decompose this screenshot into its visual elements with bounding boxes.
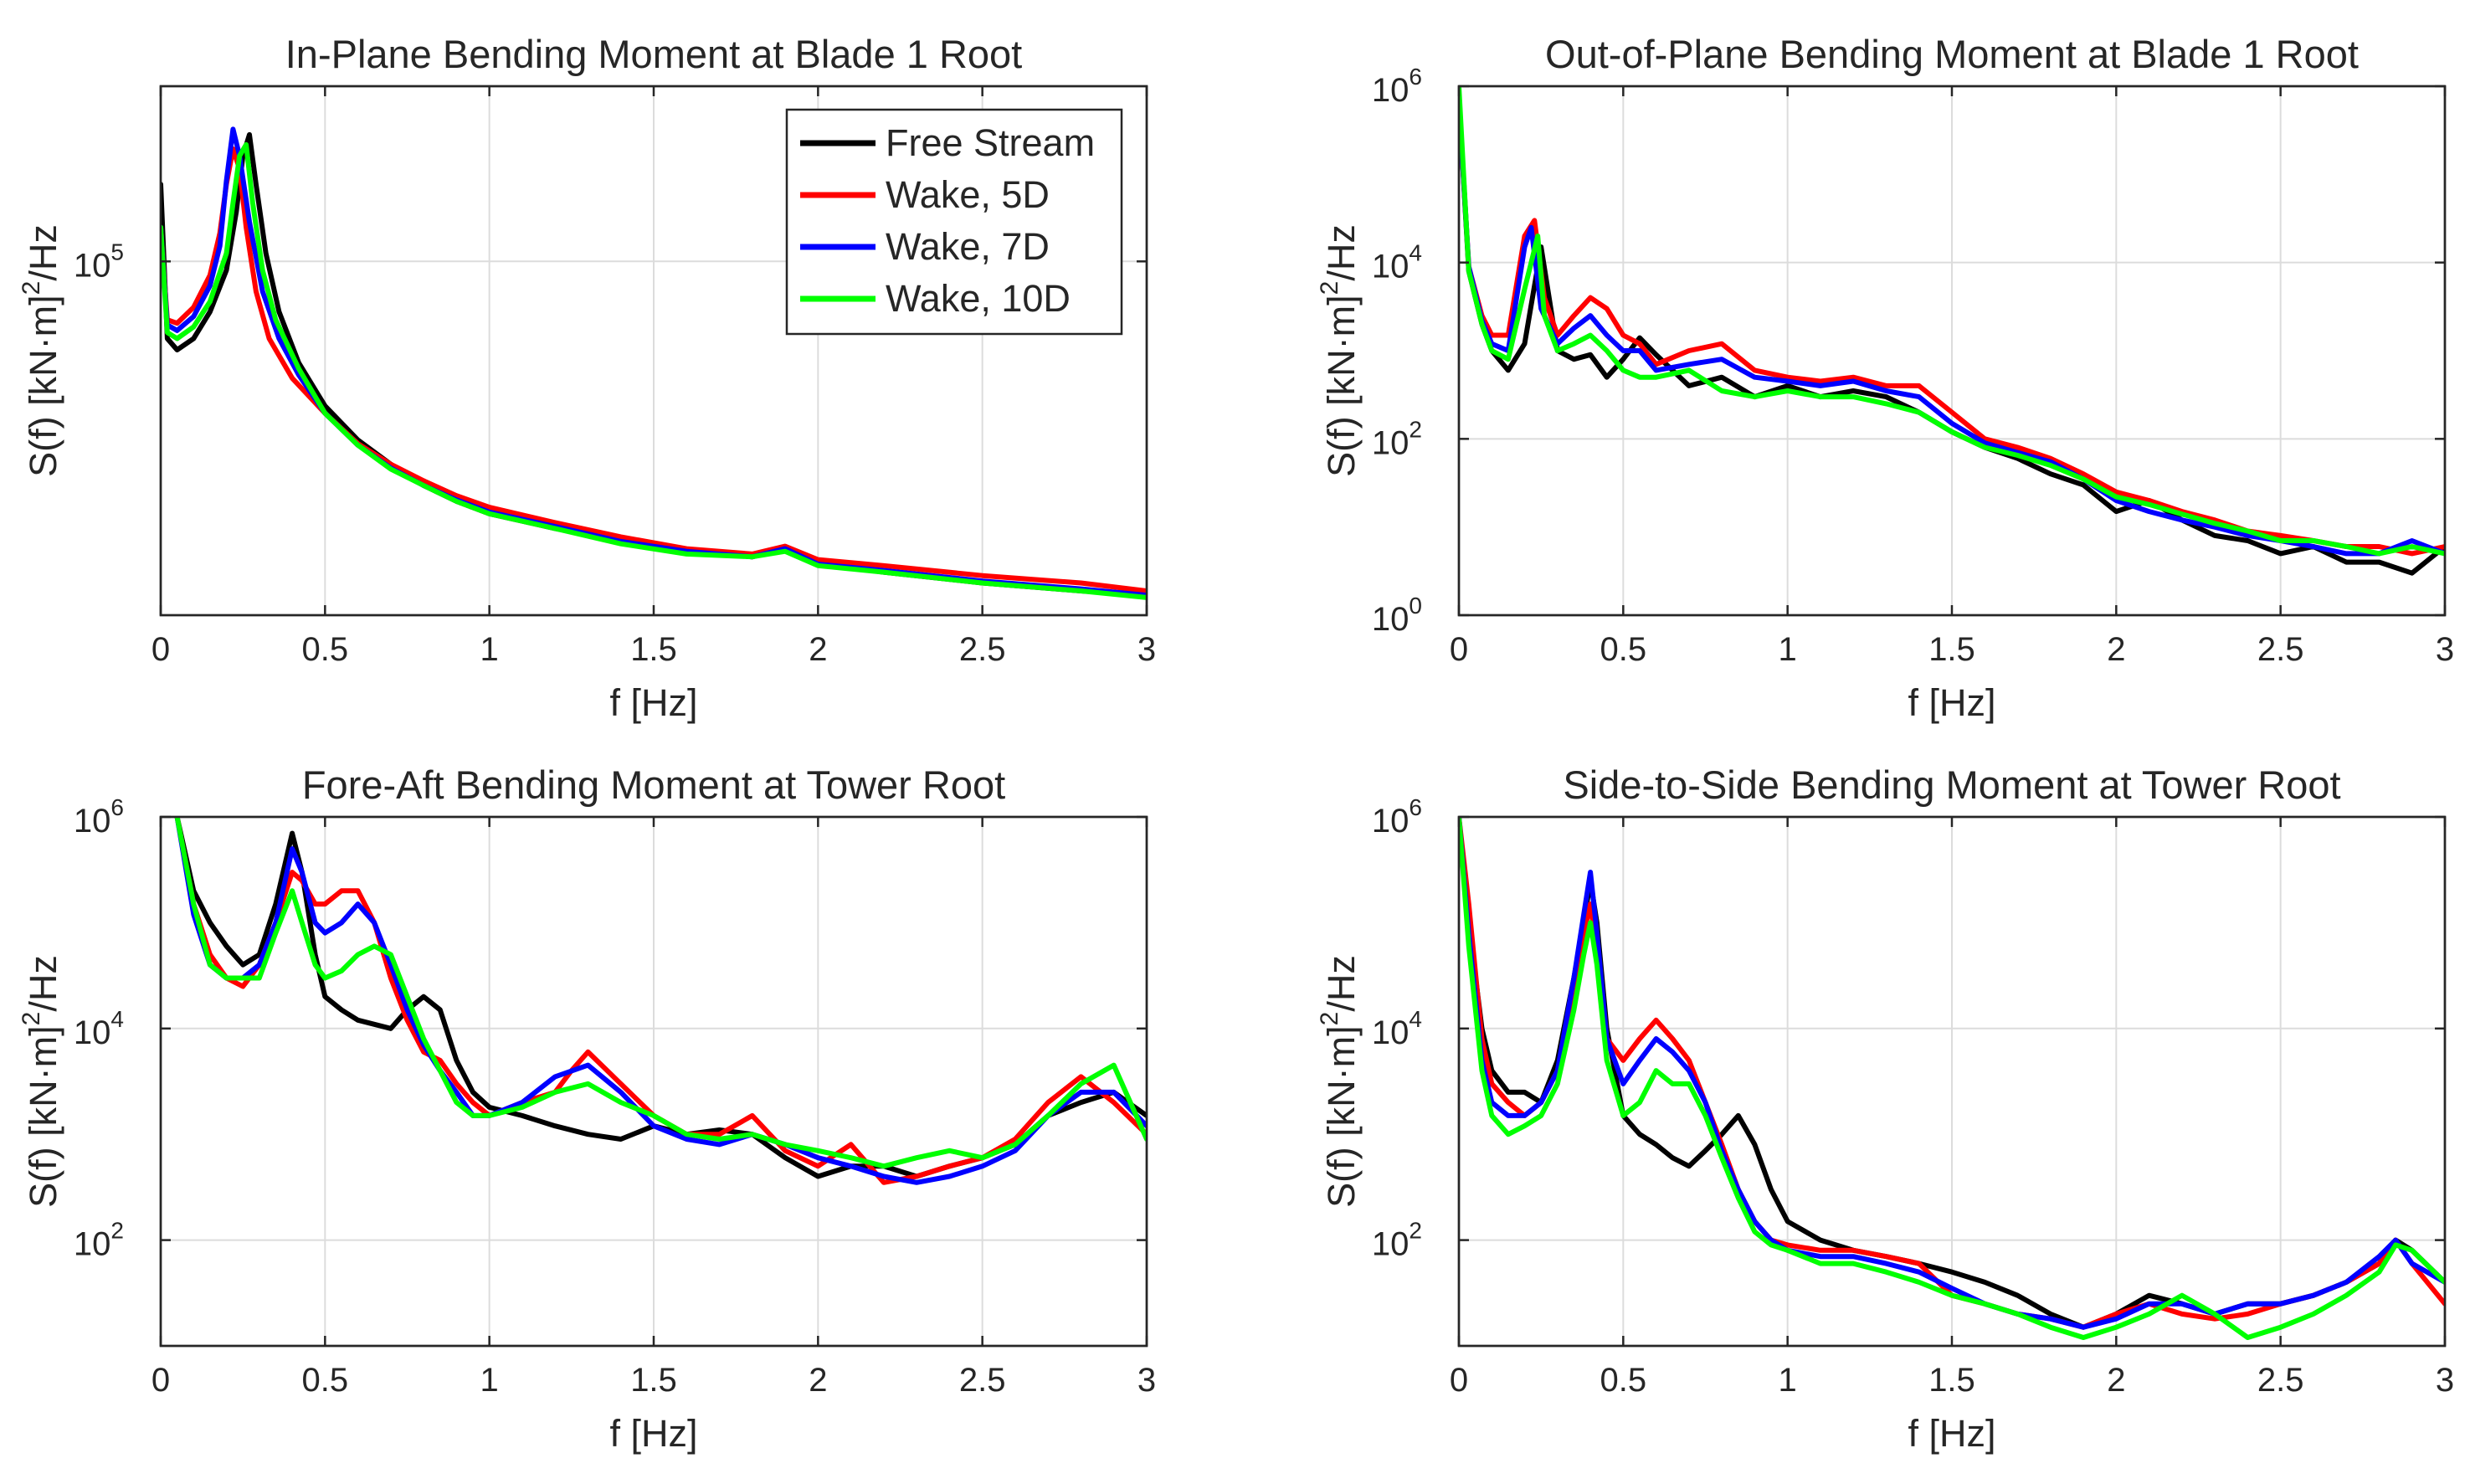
- y-tick-label: 102: [74, 1218, 124, 1263]
- series-line-wake-10d: [161, 141, 1147, 600]
- x-axis-label: f [Hz]: [1908, 1412, 1995, 1455]
- x-tick-label: 1.5: [1928, 631, 1975, 668]
- x-tick-label: 0: [151, 1362, 170, 1399]
- y-axis-label: S(f) [kN·m]2/Hz: [18, 224, 64, 477]
- x-tick-label: 2: [809, 631, 827, 668]
- legend-label-free-stream: Free Stream: [886, 121, 1095, 164]
- x-tick-label: 0.5: [302, 631, 349, 668]
- chart-panel-2: 0 0.5 1 1.5 2 2.5 3 100 102 104 106 Out-of-Plane Be…: [1316, 32, 2454, 724]
- y-tick-label: 104: [1372, 240, 1422, 285]
- chart-title: In-Plane Bending Moment at Blade 1 Root: [285, 32, 1023, 76]
- x-tick-label: 3: [1137, 631, 1156, 668]
- y-tick-label: 106: [1372, 794, 1422, 840]
- y-axis-label: S(f) [kN·m]2/Hz: [1316, 955, 1363, 1208]
- y-tick-label: 104: [1372, 1006, 1422, 1051]
- legend-label-wake-7d: Wake, 7D: [886, 225, 1050, 268]
- series-line-wake-10d: [174, 817, 1147, 1169]
- x-tick-label: 0: [151, 631, 170, 668]
- series-group: [1459, 86, 2445, 576]
- chart-panel-1: 0 0.5 1 1.5 2 2.5 3 105 In-Plane Bending Moment …: [18, 32, 1156, 724]
- chart-title: Out-of-Plane Bending Moment at Blade 1 R…: [1545, 32, 2359, 76]
- y-tick-label: 100: [1372, 593, 1422, 638]
- x-tick-label: 1: [1779, 631, 1797, 668]
- y-tick-label: 102: [1372, 416, 1422, 461]
- x-tick-label: 1: [480, 631, 499, 668]
- series-line-wake-7d: [1459, 817, 2445, 1330]
- x-tick-label: 2.5: [959, 1362, 1006, 1399]
- x-tick-label: 0.5: [1600, 1362, 1647, 1399]
- x-tick-label: 2: [2107, 1362, 2125, 1399]
- x-tick-label: 2: [809, 1362, 827, 1399]
- x-tick-label: 0: [1450, 1362, 1468, 1399]
- x-tick-label: 1: [1779, 1362, 1797, 1399]
- x-tick-label: 3: [2436, 631, 2454, 668]
- x-tick-label: 2.5: [2257, 1362, 2304, 1399]
- x-tick-label: 1.5: [1928, 1362, 1975, 1399]
- x-tick-label: 0: [1450, 631, 1468, 668]
- legend-label-wake-5d: Wake, 5D: [886, 173, 1050, 216]
- chart-title: Side-to-Side Bending Moment at Tower Roo…: [1563, 763, 2340, 807]
- series-line-wake-10d: [1459, 817, 2445, 1340]
- x-tick-label: 1: [480, 1362, 499, 1399]
- series-line-wake-10d: [1459, 86, 2445, 557]
- x-tick-label: 2.5: [2257, 631, 2304, 668]
- x-tick-label: 1.5: [630, 1362, 677, 1399]
- x-axis-label: f [Hz]: [609, 681, 697, 724]
- y-axis-label: S(f) [kN·m]2/Hz: [1316, 224, 1363, 477]
- x-tick-label: 1.5: [630, 631, 677, 668]
- x-axis-label: f [Hz]: [1908, 681, 1995, 724]
- y-tick-label: 106: [1372, 64, 1422, 109]
- chart-title: Fore-Aft Bending Moment at Tower Root: [302, 763, 1005, 807]
- x-axis-label: f [Hz]: [609, 1412, 697, 1455]
- legend-label-wake-10d: Wake, 10D: [886, 277, 1071, 320]
- x-tick-label: 3: [2436, 1362, 2454, 1399]
- x-tick-label: 2: [2107, 631, 2125, 668]
- x-tick-label: 2.5: [959, 631, 1006, 668]
- y-tick-label: 106: [74, 794, 124, 840]
- x-tick-label: 3: [1137, 1362, 1156, 1399]
- series-group: [174, 817, 1147, 1185]
- series-group: [1459, 817, 2445, 1340]
- y-tick-label: 105: [74, 239, 124, 284]
- chart-panel-4: 0 0.5 1 1.5 2 2.5 3 102 104 106 Side-to-Side Bendi…: [1316, 763, 2454, 1455]
- y-tick-label: 104: [74, 1006, 124, 1051]
- chart-panel-3: 0 0.5 1 1.5 2 2.5 3 102 104 106 Fore-Aft Bending M…: [18, 763, 1156, 1455]
- y-axis-label: S(f) [kN·m]2/Hz: [18, 955, 64, 1208]
- panels: 0 0.5 1 1.5 2 2.5 3 105 In-Plane Bending Moment …: [18, 32, 2454, 1455]
- series-group: [161, 126, 1147, 600]
- x-tick-label: 0.5: [302, 1362, 349, 1399]
- series-line-free-stream: [1459, 97, 2445, 576]
- y-tick-label: 102: [1372, 1218, 1422, 1263]
- legend: Free Stream Wake, 5D Wake, 7D Wake, 10D: [785, 108, 1123, 336]
- x-tick-label: 0.5: [1600, 631, 1647, 668]
